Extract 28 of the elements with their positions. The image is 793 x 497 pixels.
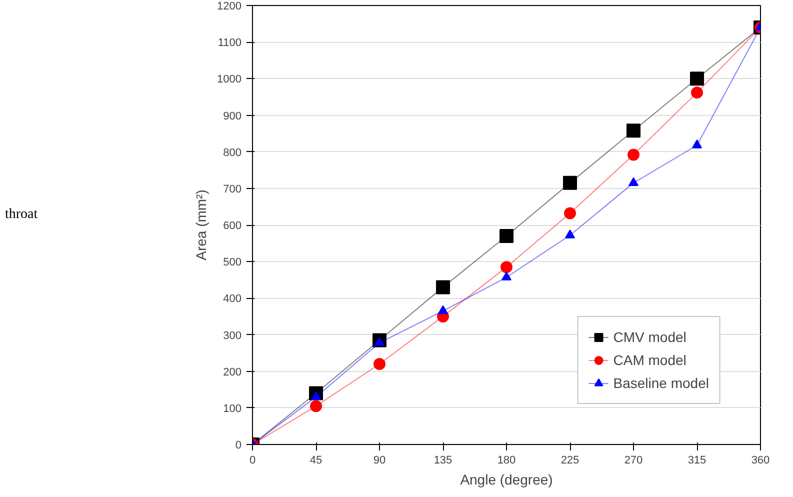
x-tick-label: 360 — [751, 454, 770, 466]
y-tick-label: 700 — [223, 183, 242, 196]
y-tick-label: 0 — [235, 440, 242, 452]
x-tick-label: 45 — [310, 454, 322, 466]
y-tick-label: 500 — [223, 256, 242, 269]
y-tick-label: 300 — [223, 330, 242, 342]
y-axis-title: Area (mm²) — [193, 190, 210, 260]
y-tick-label: 1000 — [217, 74, 242, 86]
x-tick-label: 135 — [434, 454, 452, 466]
legend-label: CAM model — [613, 352, 686, 368]
y-tick-label: 900 — [223, 110, 242, 122]
y-tick-label: 100 — [223, 402, 242, 415]
x-tick-label: 180 — [497, 454, 516, 466]
legend-label: Baseline model — [613, 375, 709, 391]
y-tick-label: 200 — [223, 366, 242, 378]
x-tick-label: 225 — [560, 454, 580, 466]
x-tick-label: 0 — [249, 454, 256, 466]
x-tick-label: 315 — [688, 454, 706, 466]
text: throat — [5, 206, 38, 224]
x-axis-title: Angle (degree) — [460, 472, 553, 488]
y-tick-label: 1200 — [217, 0, 242, 12]
y-tick-label: 600 — [223, 220, 242, 232]
y-tick-label: 1100 — [218, 37, 242, 50]
x-tick-label: 90 — [373, 454, 386, 466]
y-tick-label: 800 — [223, 146, 242, 159]
legend-label: CMV model — [613, 329, 686, 345]
y-tick-label: 400 — [223, 293, 242, 306]
x-tick-label: 270 — [624, 454, 643, 466]
